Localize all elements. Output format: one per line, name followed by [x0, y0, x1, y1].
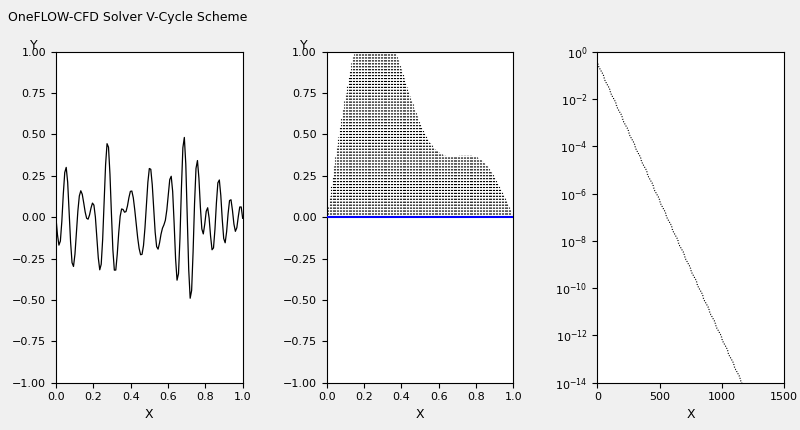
- X-axis label: X: X: [686, 408, 695, 421]
- X-axis label: X: X: [145, 408, 154, 421]
- Text: OneFLOW-CFD Solver V-Cycle Scheme: OneFLOW-CFD Solver V-Cycle Scheme: [8, 11, 247, 24]
- X-axis label: X: X: [416, 408, 424, 421]
- Y-axis label: Y: Y: [30, 39, 38, 52]
- Y-axis label: Y: Y: [301, 39, 308, 52]
